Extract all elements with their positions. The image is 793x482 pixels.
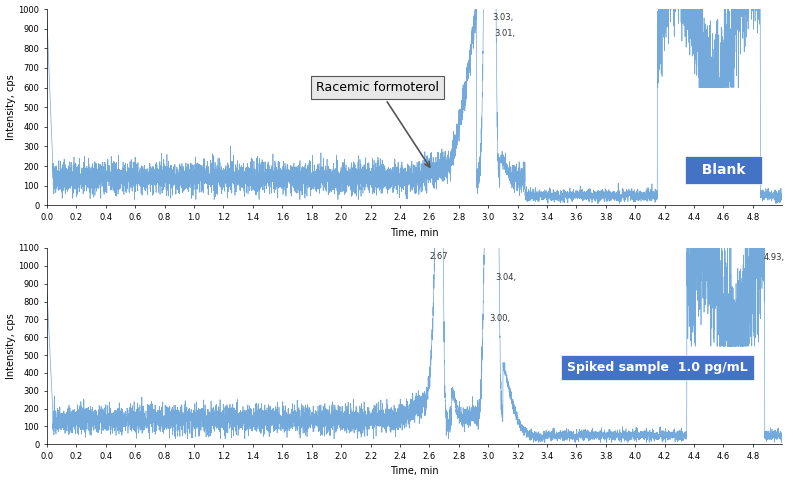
X-axis label: Time, min: Time, min xyxy=(390,467,439,476)
Text: 2.67: 2.67 xyxy=(429,252,448,261)
Text: 4.93,: 4.93, xyxy=(763,254,784,262)
Text: 3.01,: 3.01, xyxy=(494,29,515,38)
Y-axis label: Intensity, cps: Intensity, cps xyxy=(6,313,16,379)
Text: 3.04,: 3.04, xyxy=(496,273,517,282)
Text: Racemic formoterol: Racemic formoterol xyxy=(316,81,439,167)
Text: 3.03,: 3.03, xyxy=(492,13,514,22)
X-axis label: Time, min: Time, min xyxy=(390,228,439,238)
Text: Blank: Blank xyxy=(691,163,755,177)
Text: 3.00,: 3.00, xyxy=(489,314,511,323)
Text: Spiked sample  1.0 pg/mL: Spiked sample 1.0 pg/mL xyxy=(567,361,748,374)
Y-axis label: Intensity, cps: Intensity, cps xyxy=(6,74,16,140)
